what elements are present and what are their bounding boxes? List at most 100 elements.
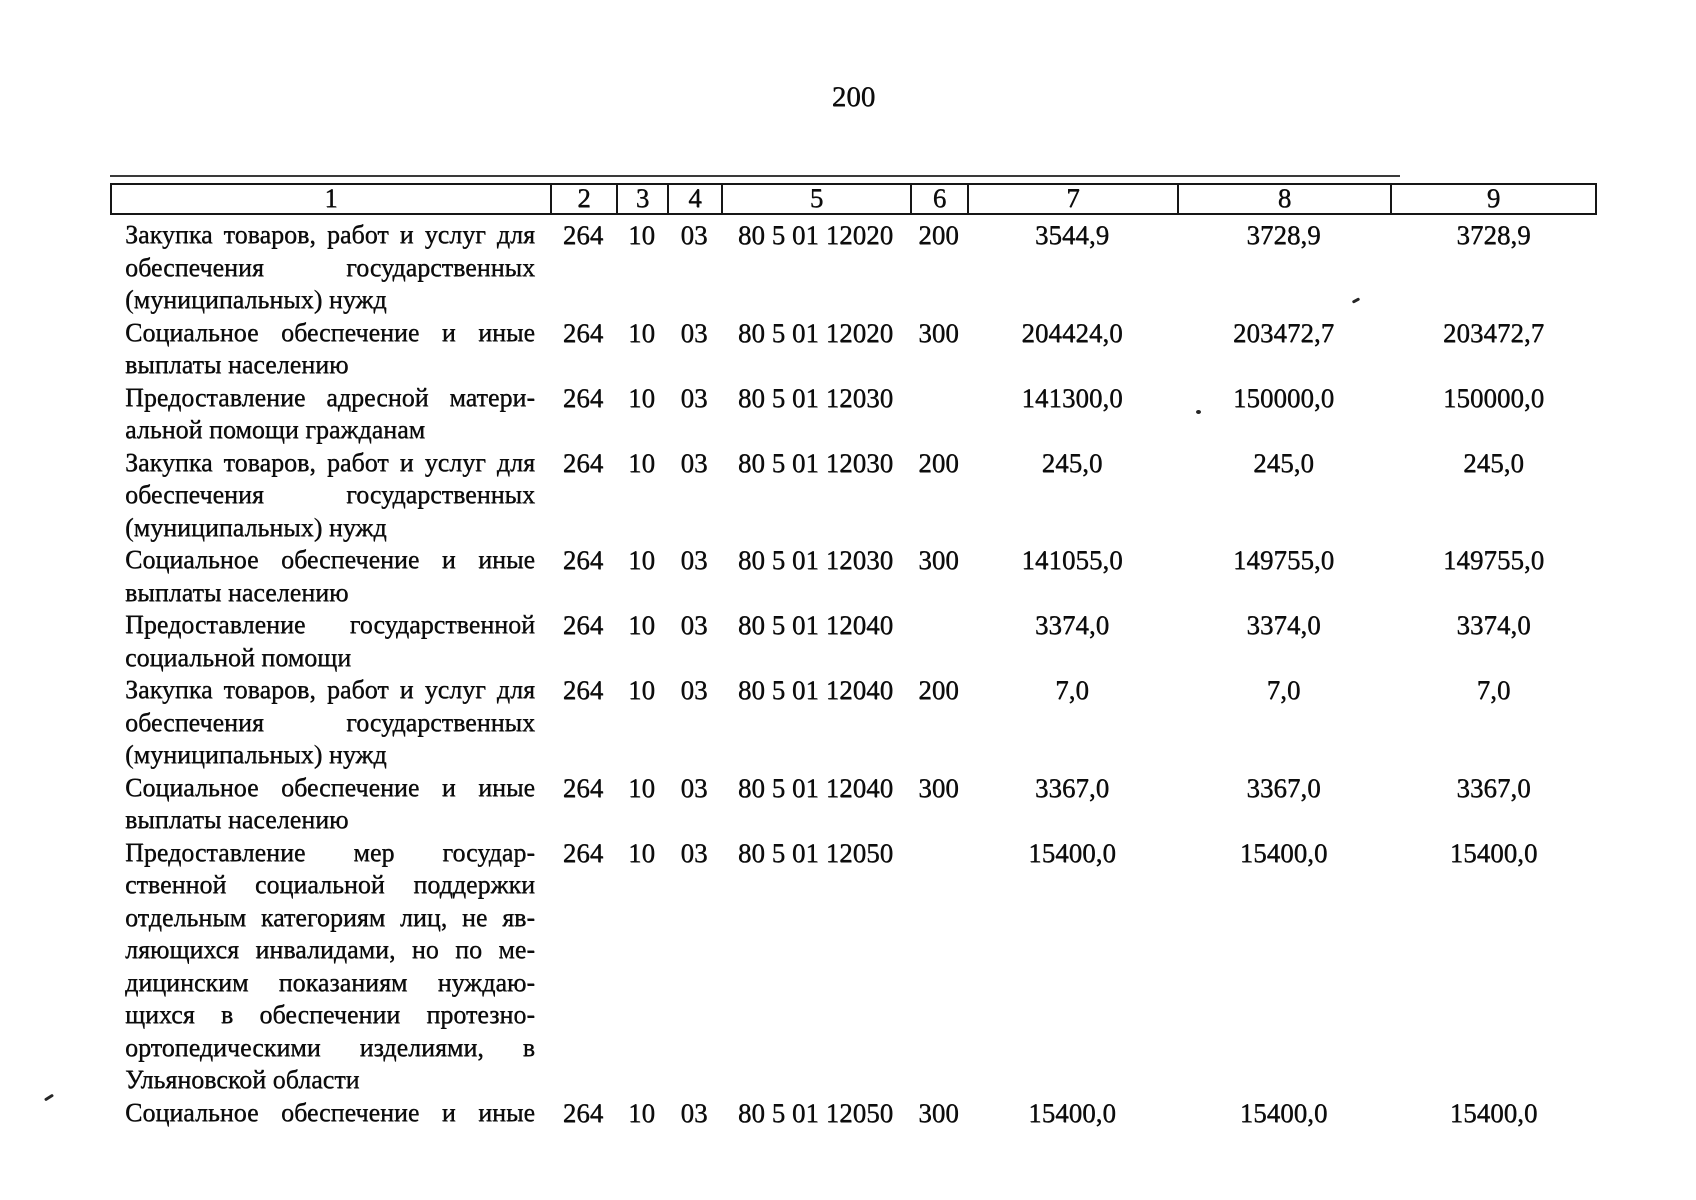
scan-artifact-dot: [1196, 410, 1201, 414]
description-line: щихся в обеспечении протезно-: [125, 1000, 535, 1029]
description-line: Предоставление государственной: [125, 610, 535, 639]
cell-col8: 15400,0: [1239, 837, 1328, 868]
cell-col7: 15400,0: [1028, 1097, 1116, 1128]
cell-col5: 80 5 01 12030: [737, 447, 894, 478]
description-line: (муниципальных) нужд: [125, 285, 387, 314]
cell-col6: 200: [918, 220, 959, 250]
cell-col9: 15400,0: [1449, 1097, 1538, 1128]
cell-description: Предоставление государственной социальной п…: [110, 609, 550, 674]
cell-description: Социальное обеспечение и иные выплаты населен…: [110, 772, 550, 837]
description-line: Закупка товаров, работ и услуг для: [125, 220, 535, 249]
table-row: Закупка товаров, работ и услуг для обеспечения…: [110, 219, 1597, 317]
cell-description: Закупка товаров, работ и услуг для обеспечения…: [110, 447, 550, 545]
cell-col2: 264: [562, 1097, 604, 1128]
cell-col6: 200: [918, 675, 959, 705]
description-line: Предоставление адресной матери-: [125, 382, 535, 412]
cell-col7: 3367,0: [1034, 772, 1110, 803]
cell-col6: 200: [918, 447, 959, 478]
description-line: выплаты населению: [125, 577, 349, 607]
cell-col2: 264: [562, 220, 604, 250]
cell-col8: 3728,9: [1246, 220, 1321, 250]
page-number: 200: [831, 81, 876, 113]
cell-col6: 300: [918, 772, 959, 803]
cell-col2: 264: [562, 837, 604, 868]
cell-col9: 7,0: [1476, 675, 1511, 705]
cell-col9: 15400,0: [1449, 837, 1538, 868]
cell-col5: 80 5 01 12040: [737, 772, 894, 803]
description-line: (муниципальных) нужд: [125, 740, 387, 769]
description-line: ортопедическими изделиями, в: [125, 1032, 535, 1062]
description-line: обеспечения государственных: [125, 252, 535, 282]
header-cell-1: 1: [112, 185, 552, 213]
cell-col7: 141300,0: [1021, 382, 1123, 413]
scan-artifact-dot: [43, 1093, 55, 1102]
cell-col7: 204424,0: [1021, 317, 1123, 348]
table-row: Предоставление государственной социальной п…: [110, 609, 1597, 674]
description-line: Социальное обеспечение и иные: [125, 1097, 535, 1127]
description-line: дицинским показаниям нуждаю-: [125, 967, 535, 997]
description-line: Предоставление мер государ-: [125, 837, 535, 867]
cell-col2: 264: [562, 545, 604, 575]
cell-col3: 10: [628, 610, 655, 640]
cell-col9: 149755,0: [1442, 545, 1545, 575]
cell-col3: 10: [628, 447, 655, 478]
cell-description: Закупка товаров, работ и услуг для обеспечения…: [110, 674, 550, 772]
cell-col4: 03: [680, 610, 708, 640]
cell-col8: 245,0: [1253, 447, 1314, 478]
cell-col4: 03: [680, 1097, 708, 1128]
description-line: альной помощи гражданам: [125, 415, 426, 444]
cell-col8: 150000,0: [1232, 382, 1335, 413]
table-body: Закупка товаров, работ и услуг для обеспечения…: [110, 214, 1597, 1129]
cell-description: Закупка товаров, работ и услуг для обеспечения…: [110, 219, 550, 317]
description-line: Социальное обеспечение и иные: [125, 772, 535, 802]
header-cell-9: 9: [1486, 185, 1501, 213]
header-cell-6: 6: [912, 185, 969, 213]
cell-col2: 264: [562, 772, 604, 803]
cell-col5: 80 5 01 12020: [737, 317, 894, 348]
cell-col9: 245,0: [1463, 447, 1524, 478]
cell-col4: 03: [680, 837, 708, 868]
cell-col9: 150000,0: [1442, 382, 1545, 413]
cell-col7: 245,0: [1041, 447, 1103, 478]
cell-col7: 7,0: [1055, 675, 1089, 705]
description-line: обеспечения государственных: [125, 707, 535, 737]
description-line: Закупка товаров, работ и услуг для: [125, 675, 535, 704]
table-row: Предоставление мер государ-ственной социаль…: [110, 837, 1597, 1097]
cell-col4: 03: [680, 317, 708, 348]
description-line: (муниципальных) нужд: [125, 512, 387, 542]
cell-col3: 10: [628, 220, 655, 250]
cell-col3: 10: [628, 837, 655, 868]
cell-col8: 149755,0: [1232, 545, 1335, 575]
table-row: Закупка товаров, работ и услуг для обеспечения…: [110, 447, 1597, 545]
cell-col3: 10: [628, 382, 655, 413]
description-line: выплаты населению: [125, 350, 349, 379]
table-row: Предоставление адресной матери-альной помощ…: [110, 382, 1597, 447]
cell-col5: 80 5 01 12050: [737, 837, 894, 868]
table-row: Социальное обеспечение и иные выплаты населен…: [110, 772, 1597, 837]
cell-col3: 10: [628, 772, 655, 803]
table-row: Социальное обеспечение и иные выплаты населен…: [110, 544, 1597, 609]
cell-description: Предоставление мер государ-ственной социаль…: [110, 837, 550, 1097]
cell-col3: 10: [628, 1097, 655, 1128]
cell-description: Социальное обеспечение и иные выплаты населен…: [110, 317, 550, 382]
cell-col8: 7,0: [1266, 675, 1301, 705]
table-row: Закупка товаров, работ и услуг для обеспечения…: [110, 674, 1597, 772]
table-row: Социальное обеспечение и иные выплаты населен…: [110, 317, 1597, 382]
cell-col8: 15400,0: [1239, 1097, 1328, 1128]
cell-col9: 3374,0: [1456, 610, 1531, 640]
cell-col5: 80 5 01 12030: [737, 545, 894, 575]
cell-description: Предоставление адресной матери-альной помощ…: [110, 382, 550, 447]
header-cell-7: 7: [969, 185, 1179, 213]
cell-col5: 80 5 01 12040: [737, 675, 894, 705]
cell-col7: 3544,9: [1034, 220, 1110, 250]
cell-col2: 264: [562, 610, 604, 640]
cell-col3: 10: [628, 675, 655, 705]
cell-col7: 141055,0: [1021, 545, 1123, 575]
table-top-scan-line: [110, 175, 1400, 177]
cell-col3: 10: [628, 545, 655, 575]
cell-col4: 03: [680, 675, 708, 705]
cell-col2: 264: [562, 317, 604, 348]
description-line: обеспечения государственных: [125, 480, 535, 509]
cell-col7: 3374,0: [1034, 610, 1110, 640]
